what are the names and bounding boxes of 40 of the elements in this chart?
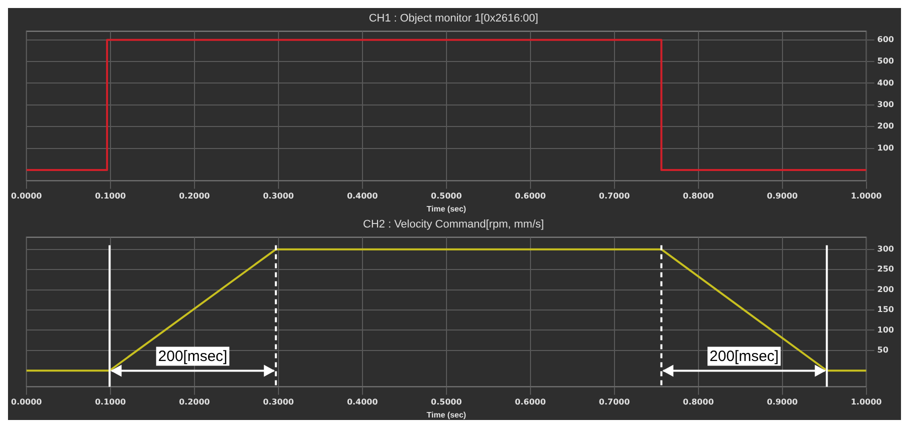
y-tick-label: 600 — [877, 34, 894, 44]
x-tick-label: 0.5000 — [430, 398, 462, 407]
x-tick-label: 0.0000 — [11, 398, 42, 407]
y-tick-label: 150 — [877, 305, 894, 314]
y-tick-label: 300 — [877, 244, 894, 254]
x-tick-label: 0.8000 — [682, 192, 714, 201]
y-tick-label: 200 — [877, 284, 894, 294]
x-tick-label: 0.7000 — [598, 398, 630, 407]
x-tick-label: 0.3000 — [262, 192, 294, 201]
y-tick-label: 50 — [877, 345, 889, 354]
x-tick-label: 0.4000 — [346, 192, 378, 201]
x-tick-label: 0.0000 — [11, 192, 42, 201]
x-axis-title: Time (sec) — [426, 410, 466, 420]
x-tick-label: 1.0000 — [850, 192, 882, 201]
x-tick-label: 0.7000 — [598, 192, 630, 201]
x-tick-label: 0.6000 — [514, 192, 546, 201]
chart-title: CH1 : Object monitor 1[0x2616:00] — [368, 12, 538, 25]
y-tick-label: 200 — [877, 122, 894, 131]
y-tick-label: 100 — [877, 325, 894, 334]
x-tick-label: 0.9000 — [766, 398, 798, 407]
x-tick-label: 0.2000 — [178, 192, 210, 201]
x-tick-label: 0.3000 — [262, 398, 294, 407]
x-tick-label: 0.1000 — [94, 398, 126, 407]
y-tick-label: 250 — [877, 264, 894, 274]
x-tick-label: 0.1000 — [94, 192, 126, 201]
chart-title: CH2 : Velocity Command[rpm, mm/s] — [363, 218, 544, 231]
x-tick-label: 1.0000 — [850, 398, 882, 407]
y-tick-label: 500 — [877, 56, 894, 66]
x-tick-label: 0.9000 — [766, 192, 798, 201]
x-axis-title: Time (sec) — [426, 204, 466, 214]
x-tick-label: 0.8000 — [682, 398, 714, 407]
y-tick-label: 300 — [877, 100, 894, 109]
x-tick-label: 0.6000 — [514, 398, 546, 407]
x-tick-label: 0.4000 — [346, 398, 378, 407]
x-tick-label: 0.5000 — [430, 192, 462, 201]
annotation: 200[msec] — [158, 348, 228, 365]
x-tick-label: 0.2000 — [178, 398, 210, 407]
annotation: 200[msec] — [710, 348, 779, 365]
y-tick-label: 100 — [877, 143, 894, 152]
y-tick-label: 400 — [877, 78, 894, 88]
